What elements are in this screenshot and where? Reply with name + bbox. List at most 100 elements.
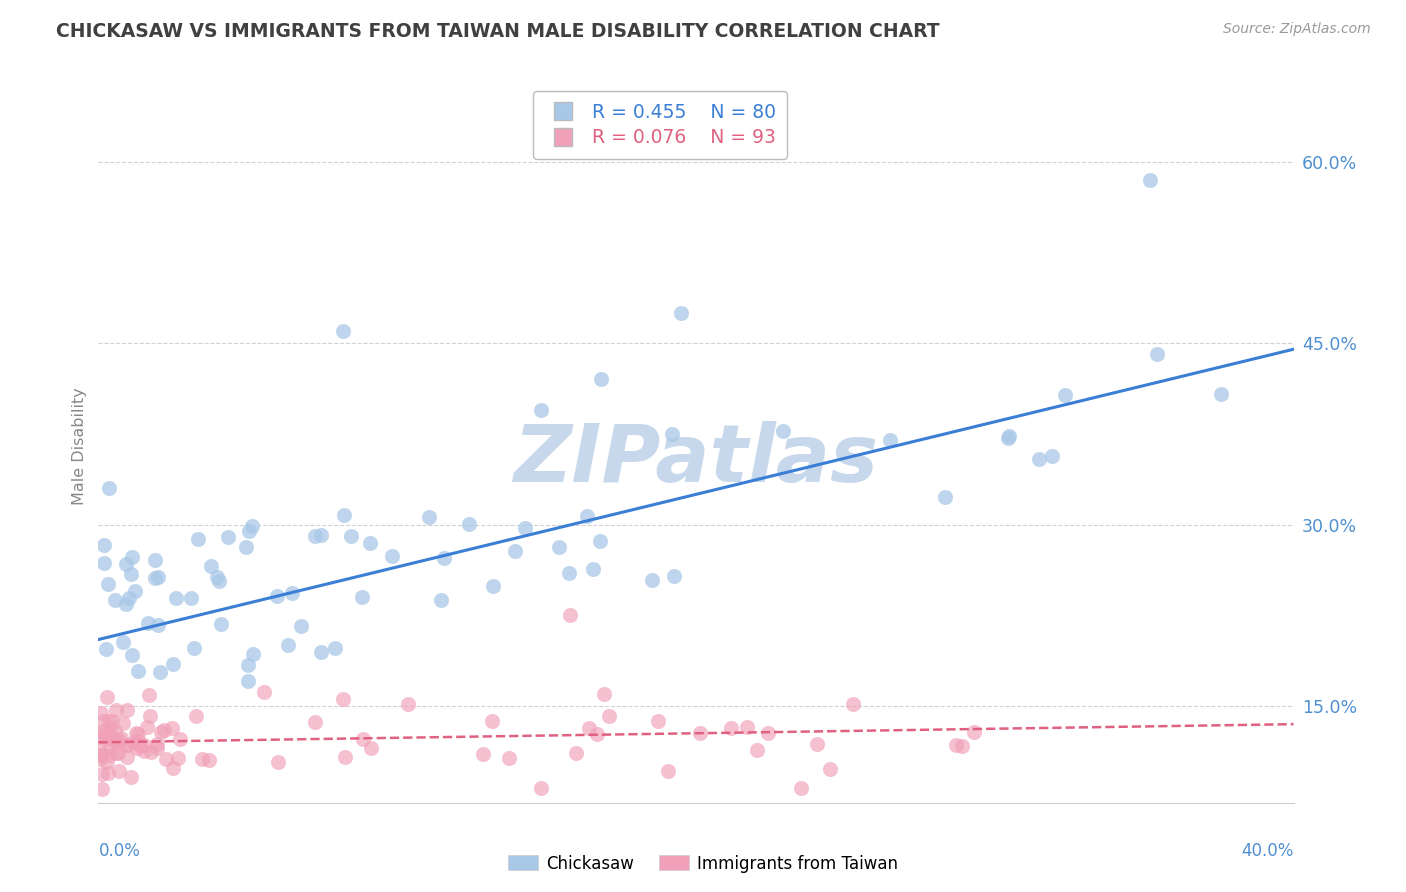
Point (352, 731, 374, 746)
Point (96, 641, 118, 656)
Point (498, 751, 520, 765)
Point (120, 770, 142, 784)
Point (180, 591, 202, 606)
Point (112, 715, 135, 730)
Point (560, 608, 582, 623)
Point (209, 616, 232, 631)
Point (91, 723, 114, 738)
Point (360, 741, 382, 756)
Point (98, 714, 121, 729)
Point (160, 721, 183, 735)
Point (277, 639, 299, 653)
Point (191, 751, 214, 765)
Point (104, 746, 127, 760)
Point (332, 691, 354, 706)
Point (806, 737, 828, 751)
Point (138, 688, 160, 702)
Point (91, 714, 114, 728)
Point (89, 728, 111, 742)
Point (557, 566, 579, 580)
Point (662, 569, 685, 583)
Point (150, 725, 173, 739)
Point (115, 738, 138, 752)
Point (120, 567, 142, 582)
Point (585, 727, 607, 741)
Point (125, 726, 148, 740)
Point (104, 703, 127, 717)
Point (789, 781, 811, 796)
Point (89, 744, 111, 758)
Point (187, 533, 209, 547)
Point (91, 766, 114, 780)
Point (127, 664, 149, 678)
Point (576, 508, 599, 523)
Point (104, 593, 127, 607)
Point (253, 685, 276, 699)
Point (950, 739, 973, 753)
Point (127, 727, 149, 741)
Point (121, 550, 143, 565)
Point (90, 781, 112, 796)
Point (169, 732, 191, 747)
Point (304, 714, 326, 729)
Point (93, 538, 115, 552)
Point (162, 657, 184, 671)
Point (669, 306, 692, 320)
Text: 40.0%: 40.0% (1241, 842, 1294, 860)
Point (266, 589, 288, 603)
Point (89, 731, 111, 745)
Point (217, 530, 239, 544)
Point (105, 734, 128, 748)
Point (657, 764, 679, 778)
Point (747, 743, 769, 757)
Point (121, 648, 143, 662)
Point (433, 550, 456, 565)
Point (396, 698, 419, 712)
Text: 0.0%: 0.0% (98, 842, 141, 860)
Point (418, 510, 440, 524)
Point (139, 709, 162, 723)
Point (513, 521, 536, 535)
Point (89, 748, 111, 763)
Point (146, 737, 169, 751)
Point (146, 617, 169, 632)
Point (352, 590, 374, 604)
Point (309, 528, 332, 542)
Point (457, 516, 479, 531)
Text: Source: ZipAtlas.com: Source: ZipAtlas.com (1223, 22, 1371, 37)
Point (200, 559, 222, 574)
Point (238, 524, 260, 538)
Point (661, 426, 683, 441)
Point (97, 577, 120, 591)
Point (482, 579, 505, 593)
Point (934, 490, 956, 504)
Point (304, 529, 326, 543)
Point (641, 573, 664, 587)
Point (117, 703, 139, 717)
Point (267, 755, 290, 769)
Point (132, 744, 155, 758)
Point (963, 724, 986, 739)
Point (1053, 388, 1076, 402)
Point (103, 733, 125, 747)
Point (588, 533, 610, 548)
Point (598, 709, 620, 723)
Point (110, 731, 132, 745)
Point (89, 752, 111, 766)
Point (98, 742, 121, 756)
Point (117, 749, 139, 764)
Point (737, 720, 759, 734)
Point (128, 739, 150, 754)
Point (333, 750, 356, 764)
Point (1146, 347, 1168, 361)
Point (96, 755, 118, 769)
Point (115, 738, 138, 752)
Point (235, 540, 257, 554)
Point (290, 619, 312, 633)
Point (689, 726, 711, 740)
Point (1209, 386, 1232, 401)
Point (136, 616, 159, 631)
Text: ZIPatlas: ZIPatlas (513, 421, 879, 500)
Point (238, 674, 260, 689)
Point (323, 641, 346, 656)
